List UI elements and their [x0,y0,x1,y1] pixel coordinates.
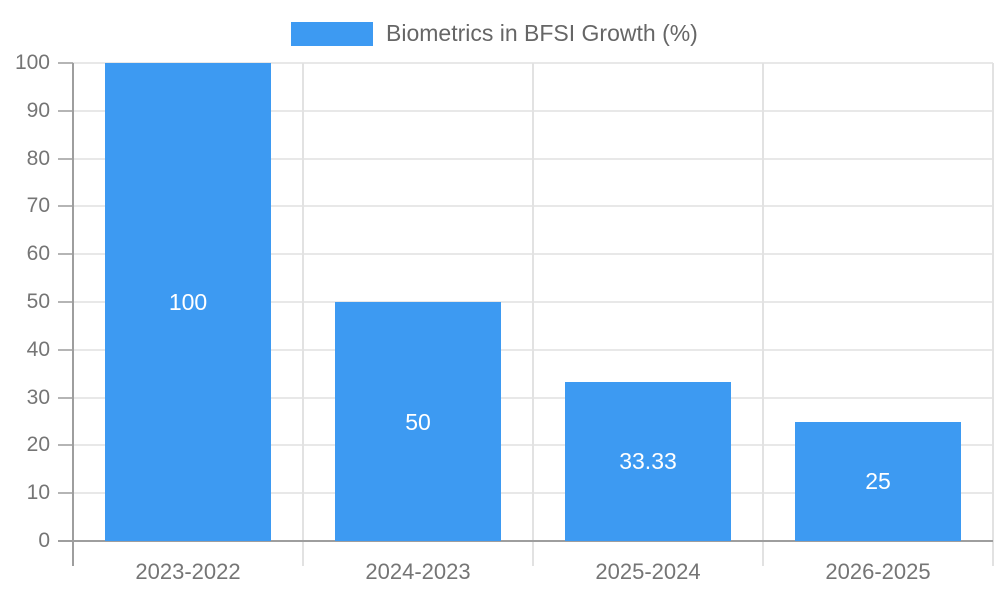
y-axis-tick [58,301,73,303]
y-axis-tick [58,348,73,351]
y-tick-label: 90 [26,98,50,122]
y-tick-label: 60 [26,242,50,266]
grid-line-v [992,63,994,566]
bar-value-label: 100 [168,289,208,315]
y-tick-label: 40 [26,337,50,361]
x-axis-line [58,540,993,542]
x-tick-label: 2024-2023 [365,559,471,584]
y-axis-tick [58,109,73,112]
grid-line-v [302,63,304,566]
y-axis-tick [58,444,73,447]
bar-value-label: 50 [405,408,431,435]
grid-line-v [762,63,764,566]
y-tick-label: 70 [26,194,50,218]
bar-value-label: 33.33 [619,448,677,475]
y-axis-tick [58,492,73,495]
y-tick-label: 0 [38,529,50,552]
bar[interactable] [795,421,961,541]
legend-label: Biometrics in BFSI Growth (%) [386,20,698,46]
y-axis-line [72,63,74,566]
bar-value-label: 25 [865,468,891,495]
grid-line-v [532,63,534,566]
y-tick-label: 80 [26,146,50,170]
x-tick-label: 2026-2025 [825,559,931,584]
y-axis-tick [58,396,73,399]
bar[interactable] [105,63,271,541]
y-axis-tick [58,62,73,64]
y-tick-label: 20 [26,433,50,457]
y-tick-label: 30 [26,385,50,409]
x-tick-label: 2025-2024 [595,559,701,584]
y-tick-label: 10 [26,481,50,505]
legend-swatch [291,21,373,46]
y-axis-tick [58,157,73,160]
legend-item[interactable]: Biometrics in BFSI Growth (%) [291,20,698,47]
y-tick-label: 50 [26,290,50,313]
x-tick-label: 2023-2022 [135,559,241,584]
bar[interactable] [565,381,731,541]
y-axis-tick [58,205,73,208]
y-axis-tick [58,253,73,256]
bar[interactable] [335,302,501,541]
y-tick-label: 100 [14,51,50,74]
